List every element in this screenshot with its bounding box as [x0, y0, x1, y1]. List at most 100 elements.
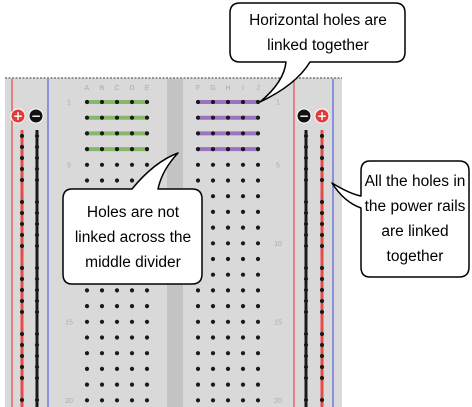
hole [255, 99, 261, 105]
hole [84, 319, 90, 324]
row-number: 15 [274, 319, 282, 326]
hole [114, 335, 120, 340]
hole [210, 241, 216, 246]
column-letter: E [145, 85, 150, 92]
hole [99, 162, 105, 167]
column-letter: G [210, 85, 215, 92]
rail-hole [19, 298, 25, 304]
hole [84, 99, 90, 105]
hole [225, 288, 231, 293]
plus-badge-right [314, 108, 330, 124]
rail-hole [34, 166, 40, 172]
hole [240, 351, 246, 356]
hole [195, 162, 201, 167]
column-letter: F [196, 85, 200, 92]
hole [99, 288, 105, 293]
hole [240, 272, 246, 277]
rail-hole [303, 375, 309, 381]
hole [129, 351, 135, 356]
hole [99, 366, 105, 371]
hole [84, 382, 90, 387]
hole [225, 272, 231, 277]
plus-badge-right-sign: + [317, 109, 327, 123]
rail-hole [319, 155, 325, 161]
hole [225, 256, 231, 262]
hole [255, 225, 261, 230]
column-letter: I [242, 85, 244, 92]
hole [255, 178, 261, 183]
hole [225, 115, 231, 120]
rail-hole [34, 155, 40, 161]
hole [240, 304, 246, 309]
hole [144, 382, 150, 387]
hole [195, 398, 201, 403]
rail-hole [319, 287, 325, 293]
hole [240, 335, 246, 340]
hole [225, 131, 231, 136]
rail-hole [19, 232, 25, 238]
rail-hole [34, 342, 40, 348]
hole [240, 319, 246, 324]
hole [129, 398, 135, 403]
callout-right: All the holes in the power rails are lin… [330, 158, 472, 282]
hole [144, 162, 150, 167]
rail-hole [34, 210, 40, 216]
hole [99, 178, 105, 183]
rail-hole [19, 331, 25, 337]
hole [195, 131, 201, 136]
rail-hole [319, 133, 325, 139]
hole [240, 288, 246, 293]
callout-top-text: Horizontal holes are linked together [249, 12, 387, 54]
hole [210, 366, 216, 371]
hole [210, 288, 216, 293]
hole [240, 398, 246, 403]
rail-hole [19, 353, 25, 359]
rail-hole [34, 364, 40, 370]
rail-hole [34, 243, 40, 249]
rail-hole [34, 199, 40, 205]
rail-hole [319, 342, 325, 348]
column-letter: C [114, 85, 119, 92]
column-letter: A [85, 85, 90, 92]
rail-hole [319, 166, 325, 172]
rail-hole [303, 144, 309, 150]
hole [195, 115, 201, 120]
rail-hole [34, 232, 40, 238]
rail-hole [319, 364, 325, 370]
rail-hole [303, 133, 309, 139]
hole [114, 319, 120, 324]
minus-badge-left-sign: − [31, 109, 41, 123]
hole [210, 115, 216, 120]
hole [144, 398, 150, 403]
hole [144, 115, 150, 120]
hole [255, 194, 261, 199]
hole [210, 99, 216, 105]
hole [144, 131, 150, 136]
rail-hole [303, 155, 309, 161]
rail-hole [19, 397, 25, 403]
rail-hole [319, 353, 325, 359]
hole [210, 209, 216, 214]
hole [240, 115, 246, 120]
hole [225, 194, 231, 199]
rail-hole [319, 232, 325, 238]
rail-hole [303, 331, 309, 337]
hole [240, 256, 246, 262]
hole [99, 147, 105, 152]
rail-hole [319, 199, 325, 205]
rail-hole [319, 265, 325, 271]
hole [255, 162, 261, 167]
hole [240, 131, 246, 136]
hole [225, 319, 231, 324]
hole [195, 351, 201, 356]
rail-hole [19, 221, 25, 227]
hole [240, 209, 246, 214]
hole [129, 288, 135, 293]
row-number: 20 [65, 398, 73, 405]
rail-hole [303, 243, 309, 249]
hole [240, 162, 246, 167]
hole [210, 272, 216, 277]
hole [210, 382, 216, 387]
